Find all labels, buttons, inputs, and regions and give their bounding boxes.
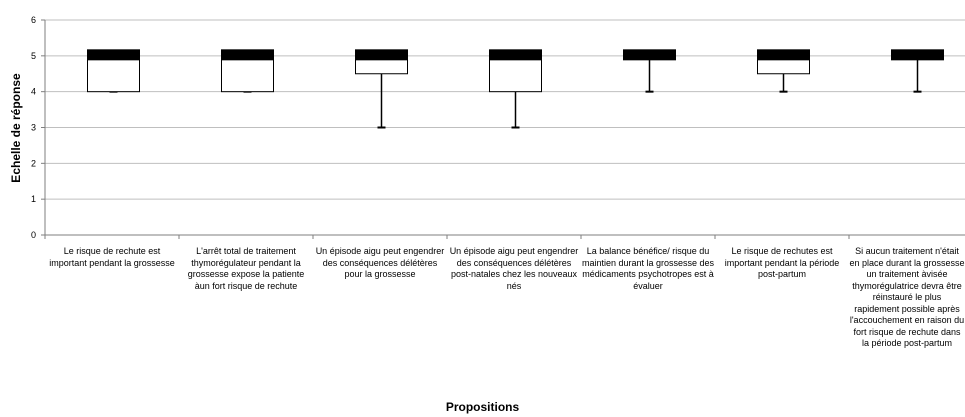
box-4 [489,49,542,129]
median-bar [891,49,944,61]
box-body [87,55,140,93]
x-tick-label: Un épisode aigu peut engendrer des consé… [315,246,445,279]
y-tick-label: 6 [31,15,36,25]
x-tick-label: Le risque de rechute est important penda… [49,246,175,268]
y-tick-label: 0 [31,230,36,240]
box-3 [355,49,408,129]
y-tick-label: 3 [31,123,36,133]
x-tick-label: Si aucun traitement n'était en place dur… [849,246,965,348]
x-tick-label: L'arrêt total de traitement thymorégulat… [187,246,305,291]
x-axis-title: Propositions [445,400,520,414]
box-body [489,55,542,93]
boxes [87,49,944,129]
box-2 [221,49,274,93]
y-tick-label: 1 [31,194,36,204]
box-6 [757,49,810,93]
box-body [221,55,274,93]
x-tick-label: Un épisode aigu peut engendrer des consé… [449,246,579,291]
gridlines [45,19,965,200]
y-tick-label: 2 [31,158,36,168]
y-axis-title: Echelle de réponse [9,73,23,183]
box-5 [623,49,676,93]
median-bar [355,49,408,61]
y-tick-labels: 0 1 2 3 4 5 6 [31,15,850,240]
box-7 [891,49,944,93]
y-tick-label: 5 [31,51,36,61]
median-bar [489,49,542,61]
x-tick-label: Le risque de rechutes est important pend… [724,246,840,279]
median-bar [757,49,810,61]
median-bar [87,49,140,61]
median-bar [221,49,274,61]
y-tick-label: 4 [31,87,36,97]
median-bar [623,49,676,61]
box-1 [87,49,140,93]
x-tick-label: La balance bénéfice/ risque du maintien … [581,246,715,291]
